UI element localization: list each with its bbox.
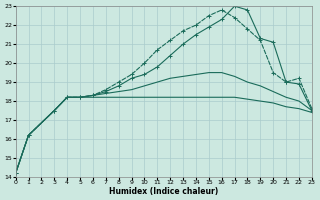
X-axis label: Humidex (Indice chaleur): Humidex (Indice chaleur) xyxy=(109,187,218,196)
